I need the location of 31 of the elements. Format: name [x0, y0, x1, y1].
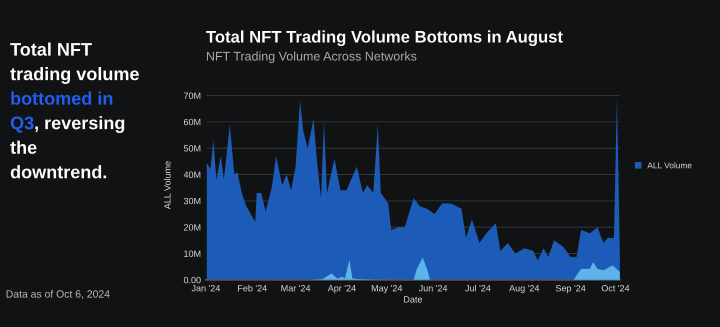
x-axis-title: Date [404, 296, 422, 303]
text: bottomed in [11, 92, 112, 105]
y-tick-label: 20M [184, 224, 200, 231]
text: trading volume [10, 67, 139, 84]
text: downtrend. [10, 165, 106, 178]
y-tick-label: 10M [184, 250, 200, 257]
y-axis-title: ALL Volume [164, 161, 171, 210]
y-tick-label: 0.00 [184, 276, 201, 284]
x-tick-label: Oct '24 [602, 285, 630, 292]
legend-label: ALL Volume [647, 162, 692, 168]
text: Total NFT [10, 42, 92, 56]
text: Data as of Oct 6, 2024 [6, 290, 110, 299]
x-tick-label: Jul '24 [465, 284, 491, 292]
y-tick-label: 30M [184, 198, 200, 204]
chart-subtitle: NFT Trading Volume Across Networks [206, 51, 416, 64]
x-tick-label: Jan '24 [192, 285, 220, 292]
x-tick-label: Sep '24 [556, 285, 586, 294]
x-tick-label: Mar '24 [281, 285, 310, 292]
text: the [10, 140, 37, 154]
y-tick-label: 70M [184, 92, 200, 99]
y-tick-label: 50M [184, 145, 200, 152]
y-tick-label: 40M [184, 172, 200, 178]
x-tick-label: Feb '24 [238, 284, 267, 292]
x-tick-label: May '24 [372, 285, 402, 294]
x-tick-label: Apr '24 [328, 285, 356, 294]
x-tick-label: Aug '24 [509, 285, 540, 294]
x-tick-label: Jun '24 [418, 285, 448, 292]
y-tick-label: 60M [184, 118, 200, 126]
text: Q3 [10, 116, 34, 133]
chart-title: Total NFT Trading Volume Bottoms in August [206, 30, 563, 46]
text: , reversing [35, 116, 124, 133]
